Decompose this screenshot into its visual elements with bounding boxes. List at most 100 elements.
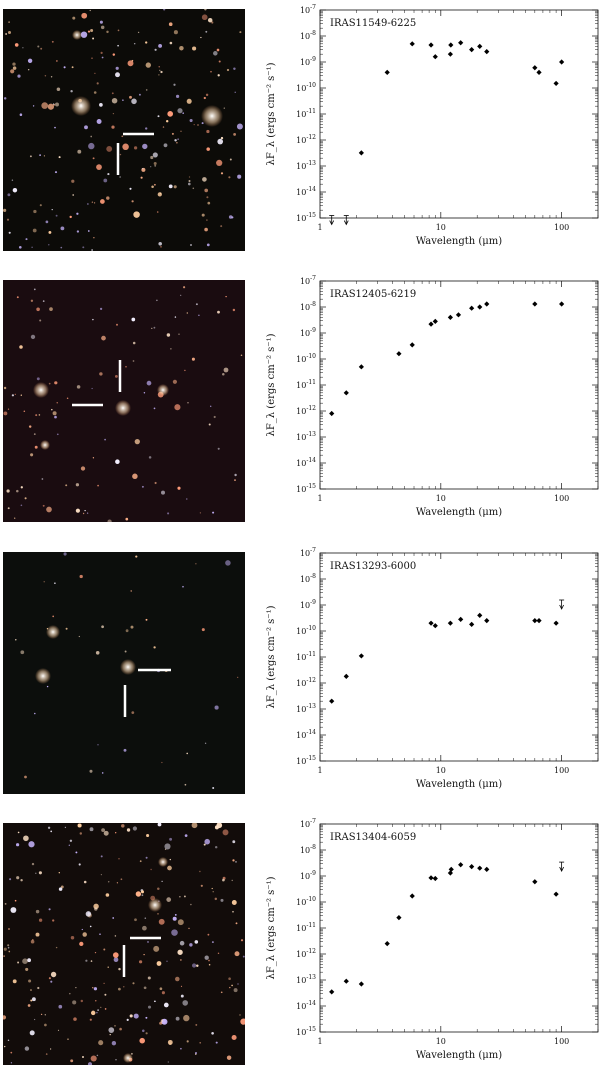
star <box>204 188 209 193</box>
data-point <box>484 49 490 55</box>
data-point <box>432 54 438 60</box>
data-point <box>455 312 462 318</box>
data-point <box>448 42 454 48</box>
star <box>191 823 198 829</box>
star <box>133 146 138 150</box>
star <box>177 486 181 490</box>
star <box>51 40 54 43</box>
star <box>3 386 7 390</box>
star <box>95 1000 97 1002</box>
y-axis-label: λF_λ (ergs cm⁻² s⁻¹) <box>266 605 277 708</box>
y-tick-label: 10-10 <box>296 82 316 93</box>
star <box>235 861 237 863</box>
star <box>207 17 213 23</box>
star <box>199 870 201 873</box>
star <box>174 316 177 318</box>
star <box>231 984 233 987</box>
star <box>44 1014 46 1016</box>
star <box>159 987 163 991</box>
star <box>24 497 27 500</box>
star <box>206 129 210 134</box>
star <box>125 366 127 368</box>
star <box>37 45 40 48</box>
star <box>71 66 74 69</box>
star <box>70 936 75 940</box>
star <box>17 961 20 964</box>
star <box>99 103 103 107</box>
star <box>143 953 145 956</box>
upper-limit-arrow <box>559 604 564 610</box>
star <box>195 303 198 306</box>
data-point <box>469 305 475 311</box>
star <box>187 182 191 186</box>
star <box>229 986 231 989</box>
y-tick-label: 10-15 <box>296 1026 316 1037</box>
star <box>158 43 163 48</box>
star <box>16 876 20 880</box>
bright-star <box>35 668 51 684</box>
star <box>48 244 50 246</box>
star <box>29 1030 35 1036</box>
y-tick-label: 10-9 <box>300 599 316 610</box>
star <box>164 843 171 850</box>
star <box>30 453 34 457</box>
star <box>48 977 51 980</box>
star <box>101 335 106 341</box>
data-point <box>358 150 364 156</box>
star <box>163 1002 169 1008</box>
star <box>208 963 211 966</box>
star <box>141 894 144 897</box>
star <box>126 1018 129 1021</box>
star <box>222 373 225 376</box>
star <box>89 925 92 928</box>
y-axis-label: λF_λ (ergs cm⁻² s⁻¹) <box>266 876 277 979</box>
y-tick-label: 10-13 <box>296 703 316 714</box>
star <box>137 31 140 34</box>
bright-star <box>46 625 60 639</box>
star <box>118 967 121 971</box>
star <box>153 183 156 186</box>
star <box>166 897 172 902</box>
star <box>35 872 37 875</box>
star <box>95 651 100 655</box>
data-point <box>484 618 490 624</box>
star <box>30 999 33 1002</box>
star <box>115 72 120 78</box>
star <box>201 213 205 217</box>
sed-plot-3: 10-15 10-14 10-13 10-12 10-11 10-10 10-9 10-8 10… <box>258 547 600 811</box>
star <box>159 1021 163 1025</box>
star <box>27 58 33 64</box>
y-tick-label: 10-15 <box>296 483 316 494</box>
star <box>64 826 67 829</box>
star <box>8 231 11 234</box>
star <box>127 60 134 67</box>
star <box>80 466 86 471</box>
data-point <box>447 51 453 57</box>
star <box>157 115 160 118</box>
star <box>97 744 99 746</box>
star <box>195 563 197 565</box>
data-point <box>396 915 402 921</box>
star <box>177 108 183 114</box>
sed-plot-1: 10-15 10-14 10-13 10-12 10-11 10-10 10-9 10-8 10… <box>258 4 600 268</box>
star <box>186 312 188 314</box>
star <box>145 1032 148 1035</box>
star <box>146 833 150 838</box>
star <box>58 156 61 159</box>
star <box>8 21 10 23</box>
y-tick-label: 10-7 <box>300 275 316 286</box>
star <box>201 628 205 632</box>
star <box>183 286 186 289</box>
star <box>179 896 181 898</box>
star <box>19 113 23 116</box>
star <box>232 308 236 312</box>
x-tick-label: 10 <box>436 223 446 232</box>
star <box>3 955 5 957</box>
y-tick-label: 10-7 <box>300 4 316 15</box>
star <box>203 96 206 100</box>
data-point <box>484 301 490 307</box>
star <box>147 976 151 980</box>
x-tick-label: 10 <box>436 1037 446 1046</box>
star <box>67 1038 69 1040</box>
star <box>167 865 172 871</box>
